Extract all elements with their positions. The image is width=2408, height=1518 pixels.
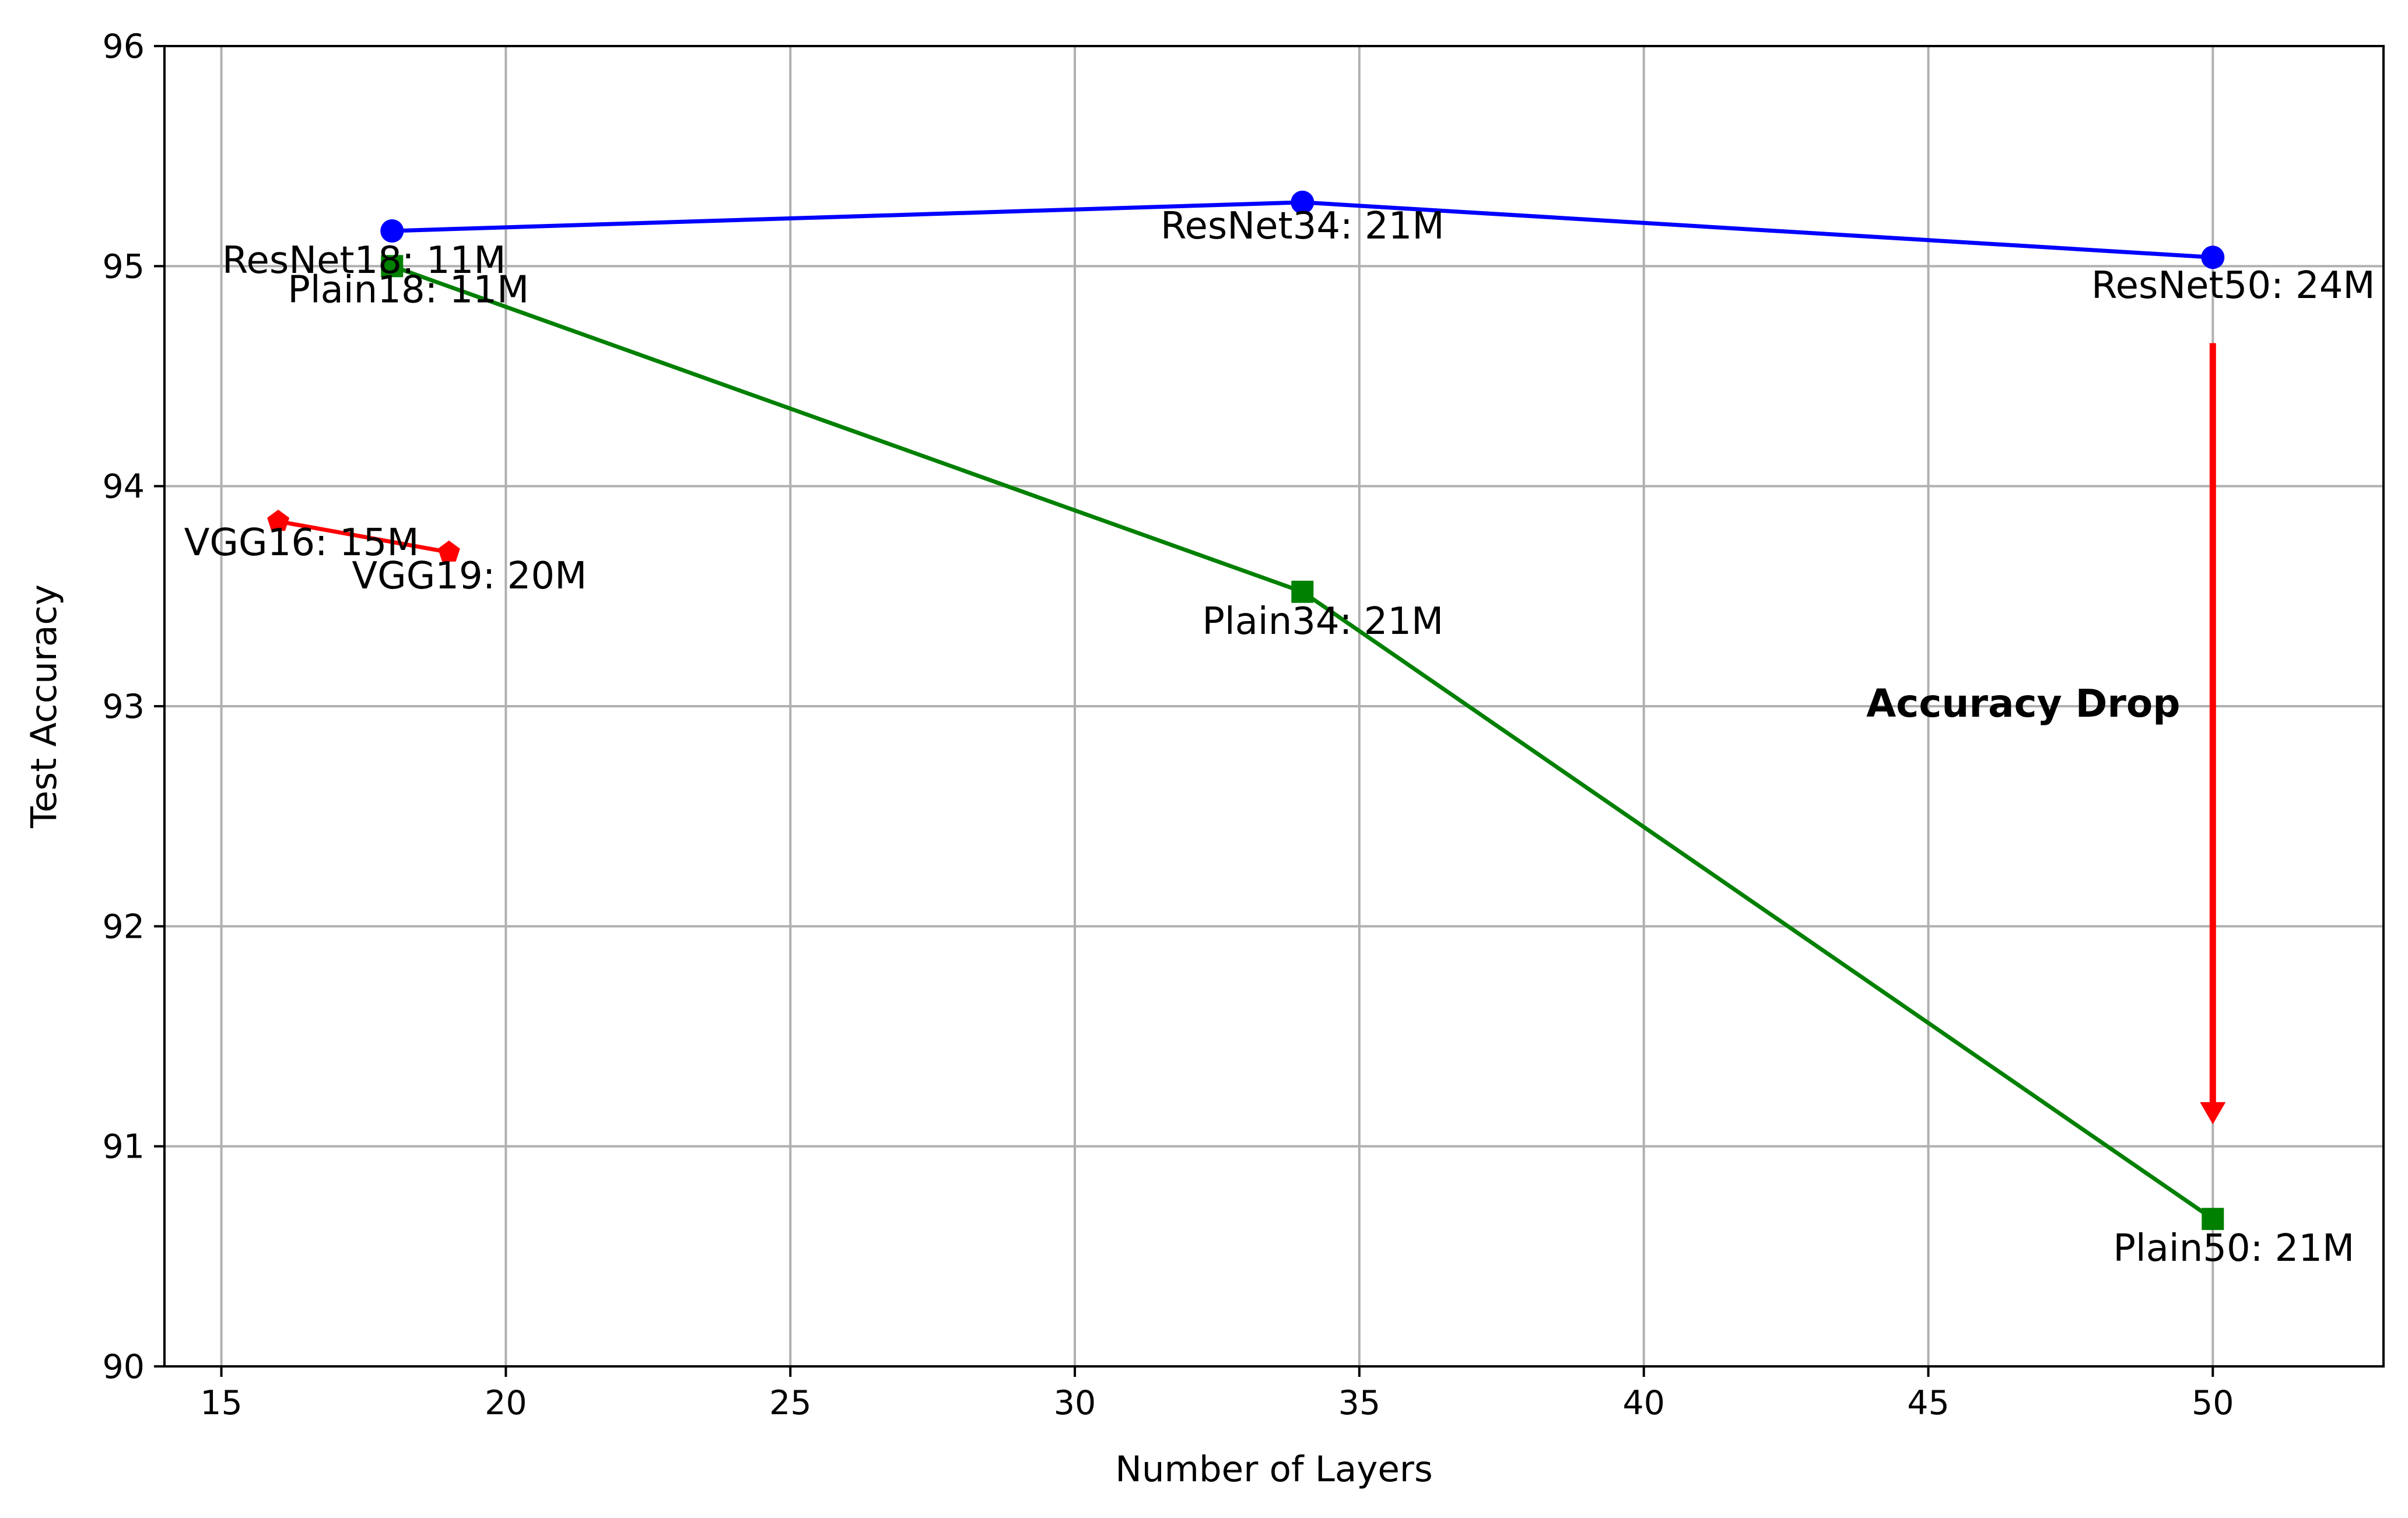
accuracy-drop-label: Accuracy Drop [1866,681,2180,726]
x-tick-label: 45 [1907,1384,1950,1422]
y-tick-label: 90 [102,1348,145,1386]
vgg-point-label: VGG16: 15M [184,521,419,565]
x-tick-label: 40 [1622,1384,1665,1422]
y-tick-label: 96 [102,27,145,66]
x-tick-label: 20 [485,1384,527,1422]
annotations: Accuracy Drop [1866,343,2226,1124]
vgg-point-marker [267,510,290,531]
plain-point-label: Plain34: 21M [1202,600,1443,643]
point-labels: ResNet18: 11M ResNet34: 21M ResNet50: 24M P… [184,205,2375,1270]
resnet-point-marker [1291,190,1315,214]
x-tick-label: 15 [200,1384,243,1422]
plain-point-label: Plain50: 21M [2113,1227,2354,1270]
resnet-point-marker [380,219,404,243]
resnet-point-marker [2201,246,2225,269]
accuracy-drop-arrowhead [2200,1102,2226,1124]
x-tick-label: 25 [769,1384,812,1422]
y-tick-label: 95 [102,247,145,286]
resnet-point-label: ResNet34: 21M [1161,205,1445,248]
x-tick-label: 35 [1338,1384,1381,1422]
series-markers [267,190,2225,1230]
y-tick-label: 91 [102,1128,145,1166]
y-tick-label: 94 [102,468,145,506]
resnet-point-label: ResNet50: 24M [2091,264,2375,307]
plot-area-frame [163,45,2385,1368]
plain-point-marker [381,255,404,278]
x-tick-label: 50 [2192,1384,2234,1422]
y-axis-title: Test Accuracy [23,584,65,829]
x-axis-title: Number of Layers [1115,1449,1432,1490]
x-tick-label: 30 [1054,1384,1096,1422]
vgg-series-line [278,519,450,555]
plain-point-marker [1291,580,1314,603]
vgg-point-label: VGG19: 20M [352,555,587,598]
plain-point-label: Plain18: 11M [288,268,529,311]
resnet-point-label: ResNet18: 11M [222,239,506,282]
y-tick-label: 93 [102,688,145,726]
y-tick-label: 92 [102,907,145,946]
plain-point-marker [2202,1208,2224,1230]
vgg-point-marker [437,540,460,562]
axis-ticks: 15 20 25 30 35 40 45 50 90 91 92 93 94 95 96 [102,27,2234,1422]
